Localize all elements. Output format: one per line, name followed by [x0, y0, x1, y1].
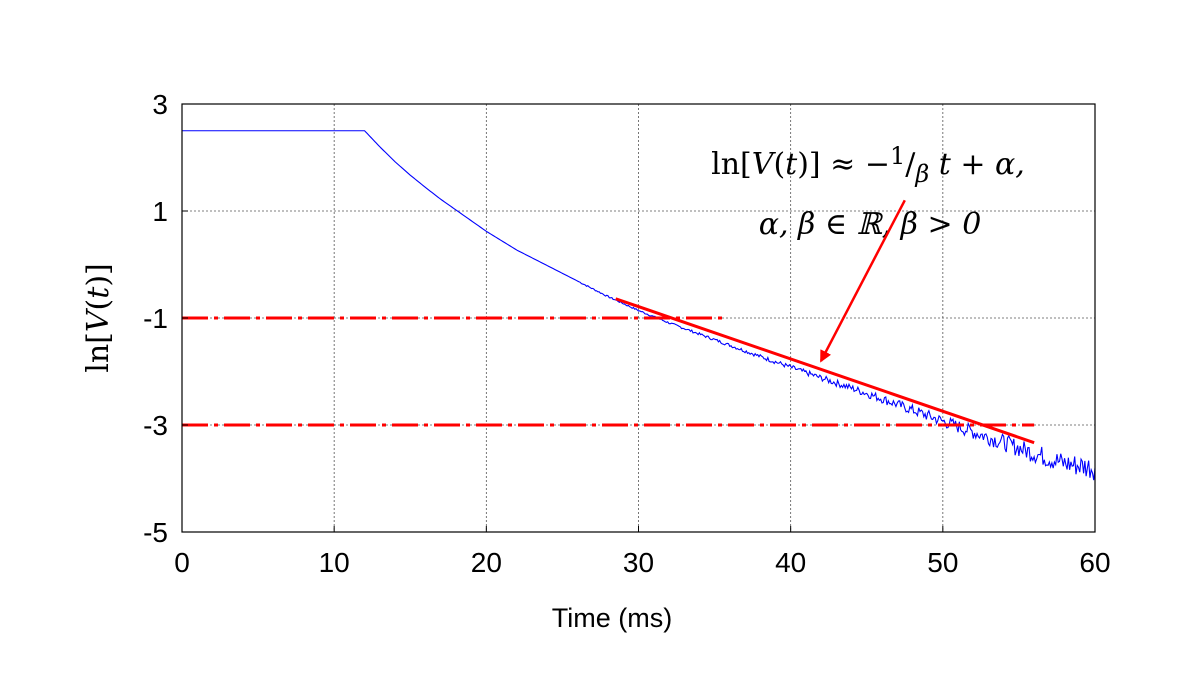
y-axis-label-close: )]: [81, 263, 116, 286]
annotation-formula-line1: ln[V(t)] ≈ −1/β t + α,: [711, 142, 1025, 188]
x-tick-label: 30: [623, 547, 654, 578]
formula-open: (: [773, 147, 785, 182]
formula-approx: )] ≈ −: [797, 147, 890, 182]
formula-t: t: [785, 147, 798, 182]
x-tick-label: 60: [1079, 547, 1110, 578]
annotation-formula-line2: α, β ∈ ℝ, β > 0: [759, 207, 982, 242]
y-axis-label-v: V: [81, 307, 116, 332]
x-tick-label: 0: [174, 547, 190, 578]
x-tick-label: 40: [775, 547, 806, 578]
y-tick-label: 1: [152, 196, 168, 227]
formula-ln: ln[: [711, 147, 752, 182]
axis-ticks: 0 10 20 30 40 50 60 3 1 -1 -3 -5: [143, 89, 1110, 578]
x-axis-label: Time (ms): [552, 603, 672, 633]
y-axis-label: ln[V(t)]: [81, 263, 116, 373]
y-axis-label-open: (: [81, 299, 116, 311]
formula-slash: /: [905, 147, 916, 182]
y-tick-label: -1: [143, 303, 168, 334]
formula-numerator: 1: [890, 142, 905, 170]
series-layer: [182, 130, 1095, 481]
y-axis-label-pre: ln[: [81, 332, 116, 373]
x-tick-label: 50: [927, 547, 958, 578]
formula-v: V: [752, 147, 777, 182]
x-tick-label: 20: [471, 547, 502, 578]
x-tick-label: 10: [319, 547, 350, 578]
fit-line: [615, 297, 1035, 445]
grid-lines: [182, 104, 1095, 532]
measured-series-line: [182, 130, 1095, 481]
annotation-arrow: [819, 199, 906, 363]
formula-denominator: β: [914, 160, 929, 188]
y-tick-label: -3: [143, 410, 168, 441]
y-tick-label: 3: [152, 89, 168, 120]
formula-tail: t + α,: [929, 147, 1025, 182]
annotation: ln[V(t)] ≈ −1/β t + α, α, β ∈ ℝ, β > 0: [711, 142, 1025, 363]
y-axis-label-t: t: [81, 286, 116, 299]
y-tick-label: -5: [143, 517, 168, 548]
